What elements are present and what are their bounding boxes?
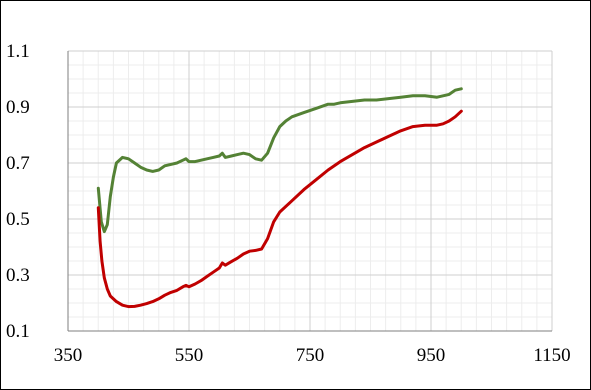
x-tick-label: 750 [296,345,325,366]
y-tick-labels: 0.1 0.3 0.5 0.7 0.9 1.1 [6,41,30,342]
x-tick-label: 1150 [533,345,570,366]
y-tick-label: 0.9 [6,97,30,118]
x-tick-labels: 350 550 750 950 1150 [54,345,571,366]
y-tick-label: 1.1 [6,41,30,62]
y-tick-label: 0.5 [6,209,30,230]
series-line-red [96,109,463,309]
y-tick-label: 0.7 [6,153,30,174]
series-line-green [96,87,463,234]
x-tick-label: 950 [417,345,446,366]
y-tick-label: 0.3 [6,265,30,286]
axes [67,51,552,332]
x-tick-label: 350 [54,345,83,366]
x-tick-label: 550 [175,345,204,366]
series-group [96,87,463,309]
y-tick-label: 0.1 [6,321,30,342]
